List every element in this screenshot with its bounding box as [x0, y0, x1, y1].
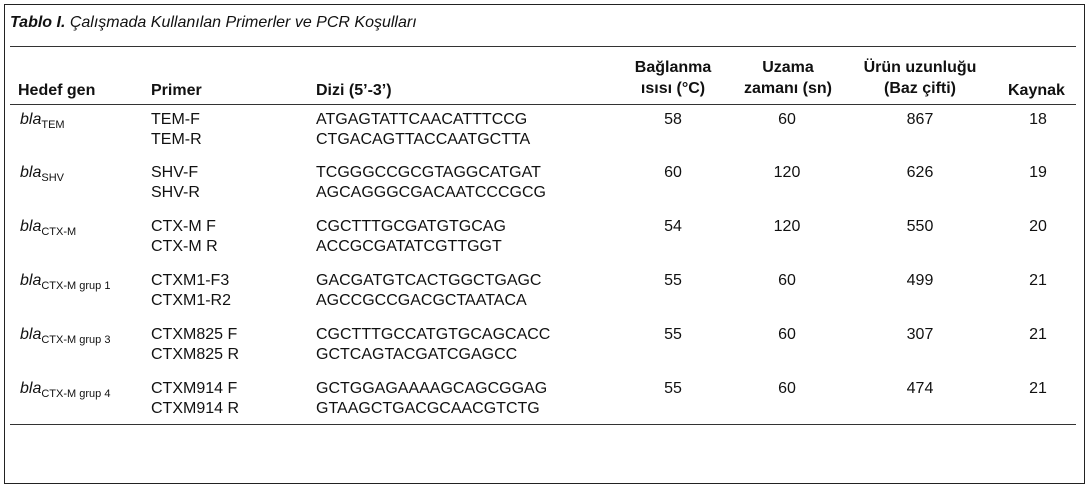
reference: 18 — [1029, 111, 1047, 128]
annealing-temp: 55 — [664, 272, 682, 289]
forward-primer: CTXM914 F — [151, 380, 238, 397]
gene-prefix: bla — [20, 272, 42, 289]
gene-prefix: bla — [20, 218, 42, 235]
forward-sequence: GCTGGAGAAAAGCAGCGGAG — [316, 380, 548, 397]
header-primer: Primer — [151, 82, 202, 99]
reference: 21 — [1029, 272, 1047, 289]
table-caption: Tablo I. Çalışmada Kullanılan Primerler … — [10, 14, 417, 32]
gene-subscript: CTX-M grup 4 — [41, 388, 111, 400]
forward-sequence: CGCTTTGCCATGTGCAGCACC — [316, 326, 551, 343]
header-rule — [10, 104, 1076, 105]
gene-subscript: SHV — [41, 172, 64, 184]
header-reference: Kaynak — [1008, 82, 1065, 99]
extension-time: 60 — [778, 111, 796, 128]
header-annealing-line1: Bağlanma — [634, 59, 712, 76]
header-target-gene: Hedef gen — [18, 82, 96, 99]
reference: 21 — [1029, 326, 1047, 343]
extension-time: 120 — [773, 164, 801, 181]
header-annealing-line2: ısısı (°C) — [640, 80, 706, 97]
forward-primer: CTX-M F — [151, 218, 216, 235]
extension-time: 60 — [778, 380, 796, 397]
header-extension-line2: zamanı (sn) — [743, 80, 832, 97]
reference: 19 — [1029, 164, 1047, 181]
annealing-temp: 55 — [664, 380, 682, 397]
gene-prefix: bla — [20, 380, 42, 397]
reference: 21 — [1029, 380, 1047, 397]
reverse-sequence: CTGACAGTTACCAATGCTTA — [316, 131, 531, 148]
header-annealing: Bağlanma ısısı (°C) — [618, 57, 728, 99]
header-sequence: Dizi (5’-3’) — [316, 82, 392, 99]
header-product-line2: (Baz çifti) — [884, 80, 956, 97]
forward-primer: CTXM1-F3 — [151, 272, 230, 289]
extension-time: 60 — [778, 326, 796, 343]
forward-sequence: CGCTTTGCGATGTGCAG — [316, 218, 506, 235]
gene-subscript: CTX-M grup 1 — [41, 280, 111, 292]
gene-name: blaSHV — [20, 163, 64, 188]
gene-prefix: bla — [20, 164, 42, 181]
forward-sequence: ATGAGTATTCAACATTTCCG — [316, 111, 528, 128]
annealing-temp: 55 — [664, 326, 682, 343]
gene-subscript: CTX-M — [41, 226, 77, 238]
reverse-sequence: AGCCGCCGACGCTAATACA — [316, 292, 527, 309]
top-rule — [10, 46, 1076, 47]
forward-primer: CTXM825 F — [151, 326, 238, 343]
forward-primer: SHV-F — [151, 164, 199, 181]
caption-label: Tablo I. — [10, 14, 66, 31]
gene-name: blaCTX-M grup 4 — [20, 379, 110, 404]
gene-name: blaCTX-M grup 3 — [20, 325, 110, 350]
gene-prefix: bla — [20, 326, 42, 343]
reverse-sequence: GCTCAGTACGATCGAGCC — [316, 346, 518, 363]
extension-time: 60 — [778, 272, 796, 289]
product-size: 474 — [906, 380, 934, 397]
reverse-sequence: GTAAGCTGACGCAACGTCTG — [316, 400, 540, 417]
product-size: 550 — [906, 218, 934, 235]
header-product: Ürün uzunluğu (Baz çifti) — [850, 57, 990, 99]
gene-name: blaCTX-M grup 1 — [20, 271, 110, 296]
reverse-primer: CTXM825 R — [151, 346, 240, 363]
reverse-primer: CTXM1-R2 — [151, 292, 232, 309]
reverse-primer: SHV-R — [151, 184, 200, 201]
header-product-line1: Ürün uzunluğu — [863, 59, 977, 76]
reference: 20 — [1029, 218, 1047, 235]
reverse-sequence: ACCGCGATATCGTTGGT — [316, 238, 502, 255]
bottom-rule — [10, 424, 1076, 425]
reverse-primer: TEM-R — [151, 131, 202, 148]
table-frame — [4, 4, 1085, 484]
gene-prefix: bla — [20, 111, 42, 128]
forward-sequence: GACGATGTCACTGGCTGAGC — [316, 272, 542, 289]
header-extension-line1: Uzama — [762, 59, 814, 76]
gene-subscript: TEM — [41, 119, 65, 131]
reverse-primer: CTXM914 R — [151, 400, 240, 417]
reverse-sequence: AGCAGGGCGACAATCCCGCG — [316, 184, 546, 201]
reverse-primer: CTX-M R — [151, 238, 218, 255]
caption-text: Çalışmada Kullanılan Primerler ve PCR Ko… — [65, 14, 417, 31]
forward-sequence: TCGGGCCGCGTAGGCATGAT — [316, 164, 541, 181]
gene-name: blaCTX-M — [20, 217, 76, 242]
product-size: 307 — [906, 326, 934, 343]
gene-name: blaTEM — [20, 110, 65, 135]
forward-primer: TEM-F — [151, 111, 200, 128]
product-size: 499 — [906, 272, 934, 289]
extension-time: 120 — [773, 218, 801, 235]
annealing-temp: 60 — [664, 164, 682, 181]
annealing-temp: 58 — [664, 111, 682, 128]
gene-subscript: CTX-M grup 3 — [41, 334, 111, 346]
header-extension: Uzama zamanı (sn) — [730, 57, 846, 99]
annealing-temp: 54 — [664, 218, 682, 235]
product-size: 867 — [906, 111, 934, 128]
product-size: 626 — [906, 164, 934, 181]
